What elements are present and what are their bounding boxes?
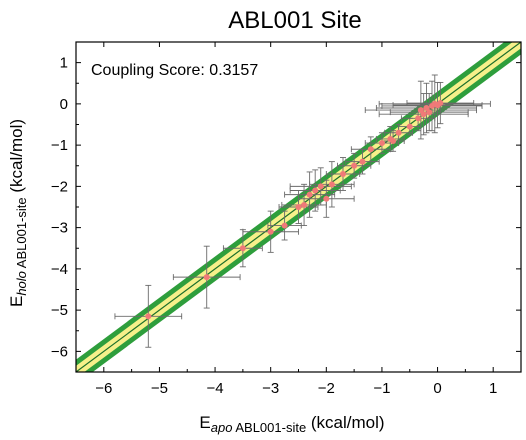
x-tick-label: −2: [318, 380, 335, 397]
data-point: [317, 183, 324, 190]
plot-area: [76, 42, 521, 372]
data-point: [328, 181, 335, 188]
y-axis-label-unit: (kcal/mol): [7, 119, 26, 197]
data-point: [295, 204, 302, 210]
data-point: [145, 313, 152, 320]
x-tick-label: −6: [95, 380, 112, 397]
data-point: [406, 123, 413, 130]
x-axis-label-sub: ABL001-site: [232, 420, 306, 435]
data-point: [281, 222, 288, 229]
y-axis-label-sub: ABL001-site: [14, 197, 29, 271]
x-tick-label: −4: [207, 380, 224, 397]
y-axis-label: Eholo ABL001-site (kcal/mol): [7, 119, 29, 307]
data-point: [367, 146, 374, 153]
data-point: [306, 191, 313, 198]
data-point: [239, 245, 246, 252]
data-point: [437, 100, 444, 107]
coupling-score-annotation: Coupling Score: 0.3157: [91, 62, 258, 79]
x-axis-label-unit: (kcal/mol): [306, 413, 384, 432]
y-axis-label-sub-italic: holo: [14, 271, 29, 296]
y-tick-label: −1: [51, 137, 68, 154]
data-point: [340, 171, 346, 177]
data-point: [420, 111, 427, 118]
x-axis-label: Eapo ABL001-site (kcal/mol): [199, 413, 384, 435]
chart-title: ABL001 Site: [228, 7, 361, 34]
x-tick-label: −3: [262, 380, 279, 397]
data-point: [312, 187, 319, 194]
data-point: [203, 274, 210, 281]
y-tick-label: 1: [60, 55, 68, 72]
data-point: [359, 158, 366, 165]
y-tick-label: 0: [60, 96, 68, 113]
y-tick-label: −4: [51, 261, 68, 278]
y-tick-label: −3: [51, 220, 68, 237]
axis-ticks: −6 −5 −4 −3 −2 −1 0 1 −6 −5 −4 −3 −2 −1 0 1: [51, 41, 522, 397]
data-point: [426, 109, 433, 116]
data-point: [323, 195, 330, 202]
data-point: [395, 129, 402, 136]
y-axis-label-main: E: [7, 296, 26, 307]
data-point: [267, 228, 274, 235]
data-point: [378, 140, 385, 147]
x-axis-label-main: E: [199, 413, 210, 432]
x-tick-label: 1: [489, 380, 497, 397]
y-tick-label: −5: [51, 302, 68, 319]
data-point: [351, 162, 358, 169]
data-point: [390, 138, 397, 144]
data-point: [415, 115, 422, 122]
x-tick-label: −5: [151, 380, 168, 397]
x-tick-label: 0: [433, 380, 441, 397]
data-points: [145, 100, 444, 320]
data-point: [301, 201, 308, 208]
x-axis-label-sub-italic: apo: [211, 420, 233, 435]
x-tick-label: −1: [373, 380, 390, 397]
y-tick-label: −6: [51, 343, 68, 360]
y-tick-label: −2: [51, 178, 68, 195]
